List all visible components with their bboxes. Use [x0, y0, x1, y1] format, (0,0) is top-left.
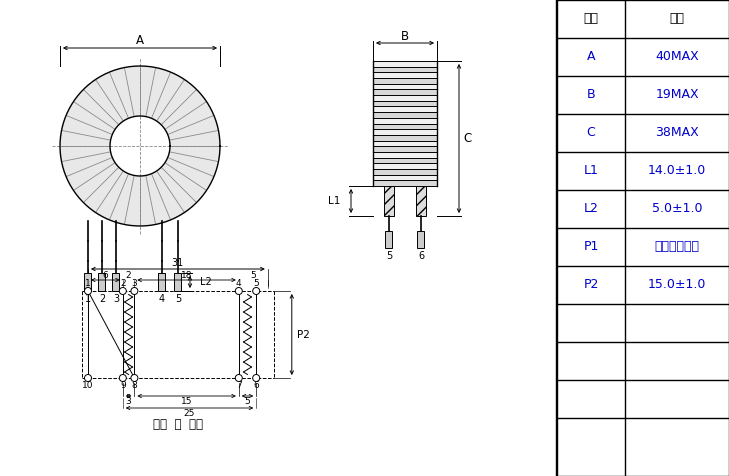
Text: 3: 3 — [113, 294, 119, 304]
Bar — [373, 84, 437, 89]
Text: 18: 18 — [181, 270, 192, 279]
Text: 8: 8 — [131, 381, 137, 390]
Bar — [373, 118, 437, 123]
Text: 5: 5 — [253, 278, 259, 288]
Bar — [174, 273, 182, 291]
Bar — [373, 112, 437, 118]
Text: 5: 5 — [386, 251, 392, 261]
Text: A: A — [136, 34, 144, 48]
Text: P2: P2 — [297, 329, 311, 339]
Bar — [373, 152, 437, 158]
Polygon shape — [60, 66, 220, 226]
Text: 1: 1 — [85, 294, 91, 304]
Text: 2: 2 — [120, 278, 125, 288]
Text: 3: 3 — [125, 397, 131, 407]
Bar — [386, 231, 392, 248]
Bar — [373, 95, 437, 101]
Text: 15.0±1.0: 15.0±1.0 — [648, 278, 706, 291]
Bar — [98, 273, 106, 291]
Circle shape — [131, 375, 138, 381]
Text: 15: 15 — [181, 397, 192, 407]
Text: 5.0±1.0: 5.0±1.0 — [652, 202, 702, 216]
Text: C: C — [587, 127, 596, 139]
Bar — [373, 67, 437, 72]
Circle shape — [120, 375, 126, 381]
Circle shape — [131, 288, 138, 295]
Text: 项目: 项目 — [583, 12, 599, 26]
Bar — [85, 273, 92, 291]
Text: B: B — [587, 89, 596, 101]
Circle shape — [120, 288, 126, 295]
Text: （底  视  图）: （底 视 图） — [153, 417, 203, 430]
Bar — [384, 186, 394, 216]
Bar — [416, 186, 426, 216]
Bar — [373, 78, 437, 84]
Text: A: A — [587, 50, 596, 63]
Text: 4: 4 — [159, 294, 165, 304]
Bar — [418, 231, 424, 248]
Bar — [158, 273, 165, 291]
Bar — [373, 129, 437, 135]
Text: L2: L2 — [200, 277, 211, 287]
Bar — [373, 72, 437, 78]
Text: B: B — [401, 30, 409, 42]
Text: 5: 5 — [245, 397, 250, 407]
Text: 6: 6 — [103, 270, 109, 279]
Text: 参照左图脚距: 参照左图脚距 — [655, 240, 700, 254]
Text: 19MAX: 19MAX — [655, 89, 699, 101]
Text: 2: 2 — [126, 270, 131, 279]
Circle shape — [235, 375, 242, 381]
Bar — [373, 61, 437, 67]
Text: 5: 5 — [175, 294, 181, 304]
Text: 14.0±1.0: 14.0±1.0 — [648, 165, 706, 178]
Bar — [557, 0, 729, 476]
Bar — [373, 140, 437, 146]
Text: 6: 6 — [253, 381, 259, 390]
Text: P1: P1 — [583, 240, 599, 254]
Bar — [373, 175, 437, 180]
Bar — [373, 146, 437, 152]
Text: L1: L1 — [583, 165, 599, 178]
Bar — [373, 101, 437, 107]
Bar — [373, 169, 437, 175]
Text: 38MAX: 38MAX — [655, 127, 699, 139]
Text: 5: 5 — [251, 270, 256, 279]
Circle shape — [85, 375, 92, 381]
Text: 3: 3 — [131, 278, 137, 288]
Polygon shape — [110, 116, 170, 176]
Bar — [112, 273, 120, 291]
Text: 10: 10 — [82, 381, 94, 390]
Text: 40MAX: 40MAX — [655, 50, 699, 63]
Bar — [373, 123, 437, 129]
Text: 2: 2 — [99, 294, 105, 304]
Text: L2: L2 — [583, 202, 599, 216]
Text: 1: 1 — [85, 278, 91, 288]
Text: 25: 25 — [184, 409, 195, 418]
Bar — [373, 89, 437, 95]
Bar — [373, 135, 437, 140]
Text: 31: 31 — [172, 258, 184, 268]
Text: L1: L1 — [327, 196, 340, 206]
Bar — [373, 163, 437, 169]
Text: 范围: 范围 — [669, 12, 685, 26]
Text: 7: 7 — [236, 381, 242, 390]
Bar — [373, 107, 437, 112]
Text: 9: 9 — [120, 381, 125, 390]
Circle shape — [253, 288, 260, 295]
Text: 4: 4 — [236, 278, 241, 288]
Text: C: C — [464, 132, 472, 145]
Text: P2: P2 — [583, 278, 599, 291]
Circle shape — [235, 288, 242, 295]
Bar — [373, 158, 437, 163]
Text: 6: 6 — [418, 251, 424, 261]
Bar — [373, 180, 437, 186]
Circle shape — [85, 288, 92, 295]
Circle shape — [253, 375, 260, 381]
